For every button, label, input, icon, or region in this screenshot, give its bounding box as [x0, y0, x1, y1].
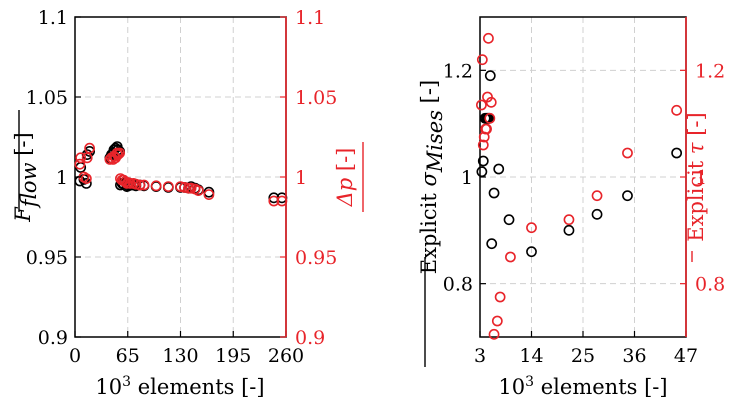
left-axis-data-point [476, 166, 488, 178]
x-tick-label: 14 [519, 345, 543, 367]
x-tick-label: 0 [69, 345, 81, 367]
right-axis-data-point [175, 181, 186, 192]
y2-tick-label: 1.05 [295, 87, 337, 109]
right-axis-data-point [483, 32, 494, 44]
right-axis-data-point [476, 99, 487, 111]
y-tick-label: 1.05 [26, 87, 68, 109]
y-tick-label: 1.1 [38, 7, 68, 29]
left-y-axis-label: Fflow [-] [11, 132, 41, 222]
right-axis-data-point [162, 181, 174, 192]
left-x-axis-label: 103 elements [-] [95, 374, 264, 399]
left-axis-data-point [503, 214, 515, 226]
right-axis-data-point [130, 178, 142, 190]
left-axis-data-point [671, 147, 683, 159]
right-axis-data-point [185, 182, 197, 194]
right-axis-data-point [491, 315, 503, 327]
right-axis-data-point [488, 328, 500, 340]
y2-tick-label: 1 [295, 167, 307, 189]
left-axis-data-point [80, 177, 92, 189]
right-y2-axis-label: Explicit τ [-] [684, 112, 708, 241]
right-axis-data-point [477, 139, 489, 151]
right-axis-data-point [591, 190, 603, 202]
right-axis-data-point [482, 91, 493, 103]
y-tick-label: 1 [56, 167, 68, 189]
left-axis-data-point [81, 149, 93, 160]
right-axis-data-point [671, 104, 683, 116]
left-axis-data-point [493, 163, 505, 175]
y-tick-label: 0.9 [38, 327, 68, 349]
right-axis-data-point [192, 185, 204, 196]
right-axis-data-point [484, 112, 496, 124]
right-axis-data-point [112, 149, 124, 160]
right-axis-data-point [150, 180, 162, 192]
y2-tick-label: 1.1 [295, 7, 325, 29]
right-gridlines [480, 17, 686, 337]
right-axis-data-point [138, 179, 150, 191]
right-y-axis-label: Explicit σMises [-] [417, 80, 447, 274]
right-axis-data-point [505, 251, 516, 263]
x-tick-label: 36 [622, 345, 646, 367]
x-tick-label: 65 [116, 345, 140, 367]
left-axis-data-point [591, 208, 603, 220]
right-axis-data-point [526, 222, 537, 234]
right-axis-data-point [203, 189, 215, 200]
y2-tick-label: 1.2 [695, 60, 725, 82]
right-axis-data-point [84, 142, 96, 154]
right-axis-data-point [114, 147, 126, 159]
left-axis-data-point [84, 145, 96, 157]
right-ticks: 3 14 25 36 47 0.8 1 1.2 0.8 1 1.2 [443, 17, 725, 367]
left-axis-data-point [563, 224, 575, 236]
right-axis-data-point [563, 214, 575, 226]
right-panel: 3 14 25 36 47 0.8 1 1.2 0.8 1 1.2 103 elements [-]… [417, 16, 725, 399]
right-axis-data-point [75, 152, 87, 164]
left-panel: 0 65 130 195 2600.90.9511.051.10.90.9511.051… [11, 7, 364, 399]
right-axis-data-point [179, 181, 190, 193]
right-axis-data-point [476, 54, 488, 66]
right-axis-data-point [81, 152, 93, 164]
x-tick-label: 130 [162, 345, 198, 367]
right-x-axis-label: 103 elements [-] [498, 374, 667, 399]
left-markers [74, 141, 288, 207]
y2-tick-label: 0.9 [295, 327, 325, 349]
left-gridlines [75, 17, 286, 337]
left-ticks: 0 65 130 195 2600.90.9511.051.10.90.9511.051… [26, 7, 338, 367]
left-axis-data-point [484, 70, 496, 82]
left-axis-data-point [622, 190, 633, 202]
left-axis-data-point [477, 155, 489, 167]
y-tick-label: 0.95 [26, 247, 68, 269]
y-tick-label: 1 [461, 167, 473, 189]
y2-tick-label: 0.95 [295, 247, 337, 269]
right-axis-data-point [481, 123, 492, 135]
right-axis-data-point [494, 291, 506, 303]
x-tick-label: 195 [215, 345, 251, 367]
y2-tick-label: 1 [695, 167, 707, 189]
right-axis-data-point [80, 173, 92, 184]
left-y2-axis-label: Δp [-] [333, 148, 357, 208]
left-axis-data-point [488, 187, 500, 199]
right-axis-data-point [74, 158, 86, 170]
x-tick-label: 47 [674, 345, 698, 367]
x-tick-label: 260 [268, 345, 304, 367]
left-axis-data-point [526, 246, 537, 258]
y2-tick-label: 0.8 [695, 274, 725, 296]
y-tick-label: 1.2 [443, 60, 473, 82]
right-axis-data-point [268, 195, 280, 207]
left-axis-data-point [486, 238, 498, 250]
x-tick-label: 3 [474, 345, 486, 367]
right-markers [476, 32, 683, 340]
right-axis-data-point [485, 96, 497, 108]
y-tick-label: 0.8 [443, 274, 473, 296]
right-axis-data-point [134, 179, 146, 191]
x-tick-label: 25 [571, 345, 595, 367]
right-axis-data-point [622, 147, 633, 159]
